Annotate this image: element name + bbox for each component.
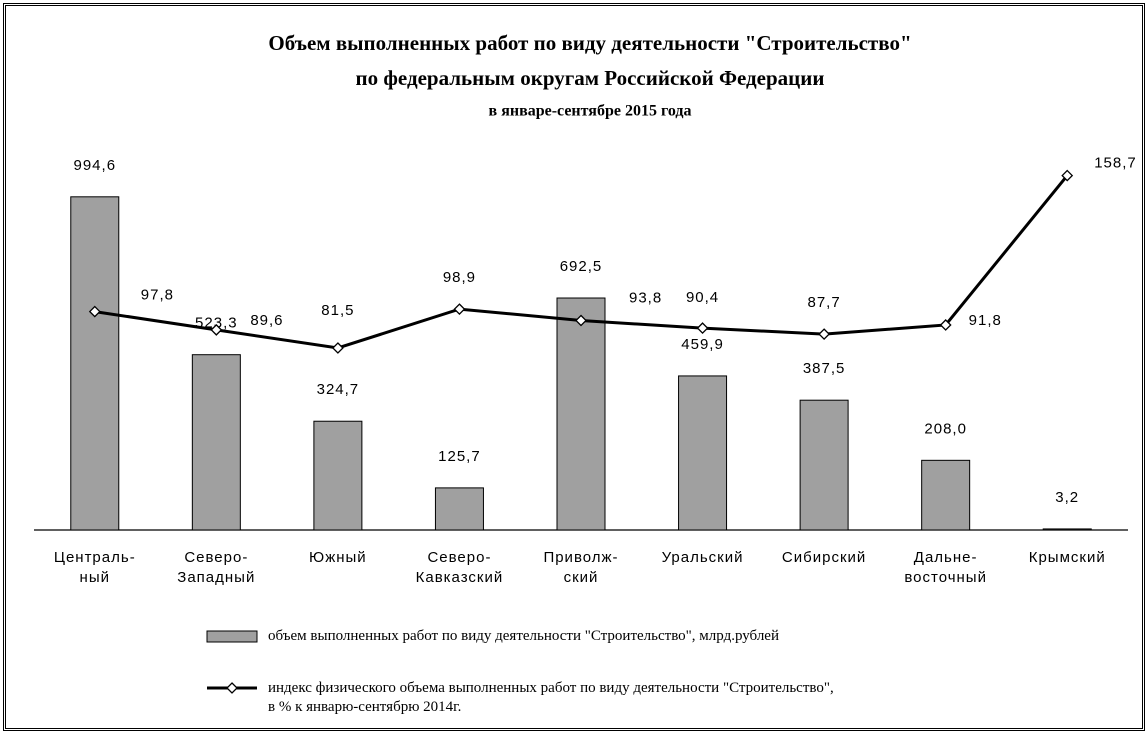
bar [313,420,363,531]
marker [939,319,952,331]
bar [191,354,241,531]
data-label: 93,8 [629,289,662,306]
data-label: 208,0 [924,420,967,437]
bar [921,459,971,531]
chart-subtitle: по федеральным округам Российской Федера… [356,66,825,90]
marker [331,342,344,354]
x-tick-label: Уральский [661,549,744,566]
marker [818,328,831,341]
frame [3,3,1145,731]
data-label: 692,5 [560,258,603,275]
bar [556,297,606,531]
data-label: 90,4 [686,289,719,306]
data-label: 387,5 [803,360,846,377]
data-label: 459,9 [681,336,724,353]
chart-subtitle: в январе-сентябре 2015 года [489,103,692,120]
chart-title: Объем выполненных работ по виду деятельн… [268,31,911,55]
marker [453,303,466,316]
x-tick-label: Северо- Западный [177,549,256,586]
x-tick-label: Северо- Кавказский [415,549,504,586]
data-label: 3,2 [1055,489,1079,506]
data-label: 158,7 [1094,155,1137,172]
x-tick-label: Южный [309,549,367,566]
data-label: 324,7 [317,381,360,398]
data-label: 994,6 [74,157,117,174]
marker [88,305,101,318]
marker [210,323,223,336]
marker [696,322,709,335]
bar [70,196,120,531]
data-label: 91,8 [969,312,1002,329]
bar [678,375,728,531]
data-label: 98,9 [443,269,476,286]
legend-swatch [206,630,258,643]
data-label: 125,7 [438,448,481,465]
data-label: 89,6 [250,312,283,329]
marker [575,314,587,327]
bar [434,487,484,531]
bar [799,399,849,531]
data-label: 81,5 [321,302,354,319]
bar [1042,528,1092,531]
x-tick-label: Централь- ный [53,549,136,586]
x-tick-label: Дальне- восточный [904,549,987,586]
x-tick-label: Крымский [1028,549,1106,566]
marker [1061,169,1074,182]
legend-swatch [226,682,238,694]
x-tick-label: Сибирский [781,549,867,566]
legend-label: объем выполненных работ по виду деятельн… [268,628,779,644]
legend-label: индекс физического объема выполненных ра… [268,680,834,715]
x-tick-label: Приволж- ский [543,549,619,586]
data-label: 87,7 [808,294,841,311]
data-label: 97,8 [141,287,174,304]
